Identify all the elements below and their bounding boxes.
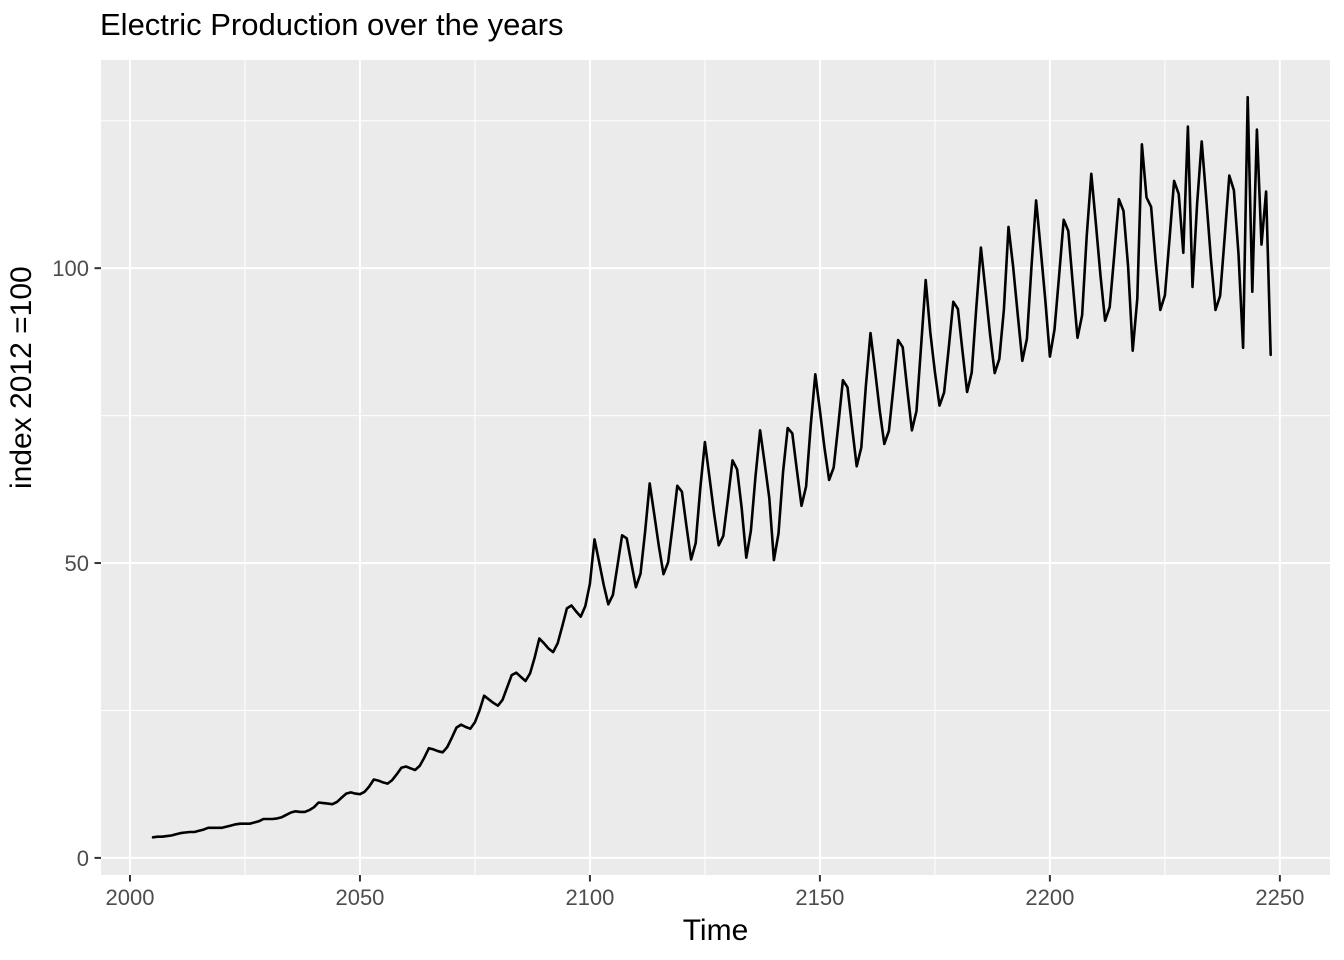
y-tick-label: 100 (52, 256, 89, 281)
panel-background (101, 60, 1330, 875)
x-tick-label: 2150 (795, 885, 844, 910)
data-line (151, 95, 1272, 839)
x-tick-label: 2250 (1255, 885, 1304, 910)
y-tick-label: 50 (65, 551, 89, 576)
plot-title: Electric Production over the years (100, 7, 564, 42)
x-axis-title: Time (682, 914, 749, 947)
x-tick-label: 2100 (565, 885, 614, 910)
x-tick-label: 2050 (335, 885, 384, 910)
x-tick-label: 2000 (106, 885, 155, 910)
y-axis-title: index 2012 =100 (5, 266, 38, 489)
y-tick-label: 0 (77, 846, 89, 871)
x-tick-label: 2200 (1025, 885, 1074, 910)
